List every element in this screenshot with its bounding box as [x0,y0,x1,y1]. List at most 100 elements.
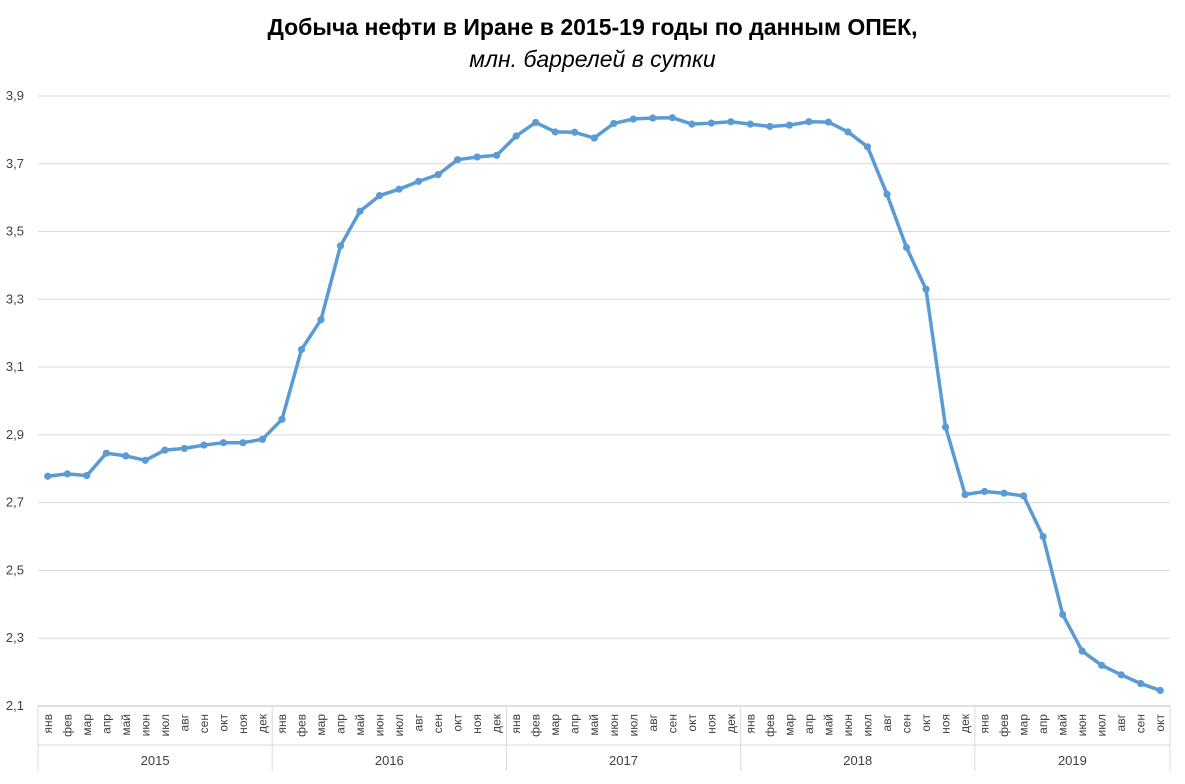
data-point [414,177,423,185]
x-tick-label: фев [763,714,777,737]
x-tick-label: май [119,714,133,736]
x-tick-label: окт [451,714,465,732]
data-point [434,171,442,179]
x-tick-label: янв [743,714,757,734]
data-point [44,472,52,480]
data-point [824,118,833,126]
data-point [746,120,754,128]
x-tick-label: авг [177,713,191,731]
x-tick-label: авг [646,713,660,731]
data-point [902,243,911,252]
x-tick-label: май [821,714,835,736]
data-point [83,471,91,480]
data-point [1117,671,1125,679]
data-point [551,128,559,136]
x-tick-label: фев [997,714,1011,737]
x-tick-label: окт [1153,714,1167,732]
chart-subtitle: млн. баррелей в сутки [469,46,716,72]
data-point [1020,492,1028,500]
x-tick-label: мар [80,714,94,736]
data-point [1156,686,1164,695]
x-tick-label: фев [60,714,74,737]
data-point [1039,532,1047,541]
data-point [610,119,618,128]
x-tick-label: ноя [470,714,484,734]
x-tick-label: ноя [704,714,718,734]
x-tick-label: май [587,714,601,736]
x-tick-label: ноя [236,714,250,734]
data-point [1098,661,1106,669]
data-point [493,151,501,159]
x-tick-label: фев [529,714,543,737]
x-tick-label: сен [665,714,679,733]
x-tick-label: июн [373,714,387,736]
data-point [980,487,989,496]
data-point [863,143,872,151]
data-point [883,190,891,198]
y-tick-label: 3,7 [6,156,24,171]
data-point [590,134,598,142]
data-point [649,114,657,122]
x-tick-label: мар [314,714,328,736]
data-point [122,452,130,460]
data-point [375,192,384,200]
x-tick-label: сен [1134,714,1148,733]
x-tick-label: июн [607,714,621,736]
gridlines [38,95,1170,639]
x-tick-label: янв [509,714,523,734]
data-point [297,345,306,354]
x-tick-label: сен [431,714,445,733]
data-point [571,128,579,136]
data-point [317,316,325,324]
data-point [219,439,228,447]
year-label: 2015 [141,753,170,768]
data-point [102,449,110,457]
year-label: 2016 [375,753,404,768]
x-tick-label: фев [294,714,308,737]
data-point [473,153,481,161]
x-tick-label: янв [275,714,289,734]
x-tick-label: июл [1095,714,1109,736]
x-tick-label: май [353,714,367,736]
data-point [395,185,403,193]
data-point [336,242,345,250]
y-tick-label: 3,3 [6,291,24,306]
y-axis: 2,1 2,3 2,5 2,7 2,9 3,1 3,3 3,5 3,7 3,9 [6,88,24,713]
x-tick-label: апр [99,714,113,734]
y-tick-label: 3,9 [6,88,24,103]
x-tick-label: дек [490,713,504,733]
data-point [512,132,520,140]
x-tick-label: ноя [939,714,953,734]
x-tick-label: мар [782,714,796,736]
y-tick-label: 2,3 [6,630,24,645]
x-tick-label: окт [216,714,230,732]
x-axis: янв фев мар апр май июн июл авг сен окт ноя дек янв ф… [37,705,1171,771]
data-point [668,114,676,122]
x-tick-label: июн [138,714,152,736]
y-tick-label: 2,1 [6,698,24,713]
x-tick-label: янв [978,714,992,734]
data-point [532,118,540,127]
x-tick-label: июл [626,714,640,736]
data-point [785,121,794,129]
series-oil-production [44,114,1164,695]
x-tick-label: июн [1075,714,1089,736]
y-tick-label: 3,5 [6,224,24,239]
data-point [200,441,208,449]
data-point [844,128,852,136]
data-point [707,119,715,127]
x-tick-label: июл [158,714,172,736]
x-tick-label: дек [255,713,269,733]
year-label: 2018 [843,753,872,768]
data-point [727,118,735,126]
x-tick-label: авг [412,713,426,731]
x-tick-label: июл [392,714,406,736]
x-tick-label: июл [860,714,874,736]
x-tick-label: окт [685,714,699,732]
data-point [922,285,930,293]
x-tick-label: окт [919,714,933,732]
year-label: 2019 [1058,753,1087,768]
x-tick-label: апр [1036,714,1050,734]
data-point [1059,610,1067,619]
